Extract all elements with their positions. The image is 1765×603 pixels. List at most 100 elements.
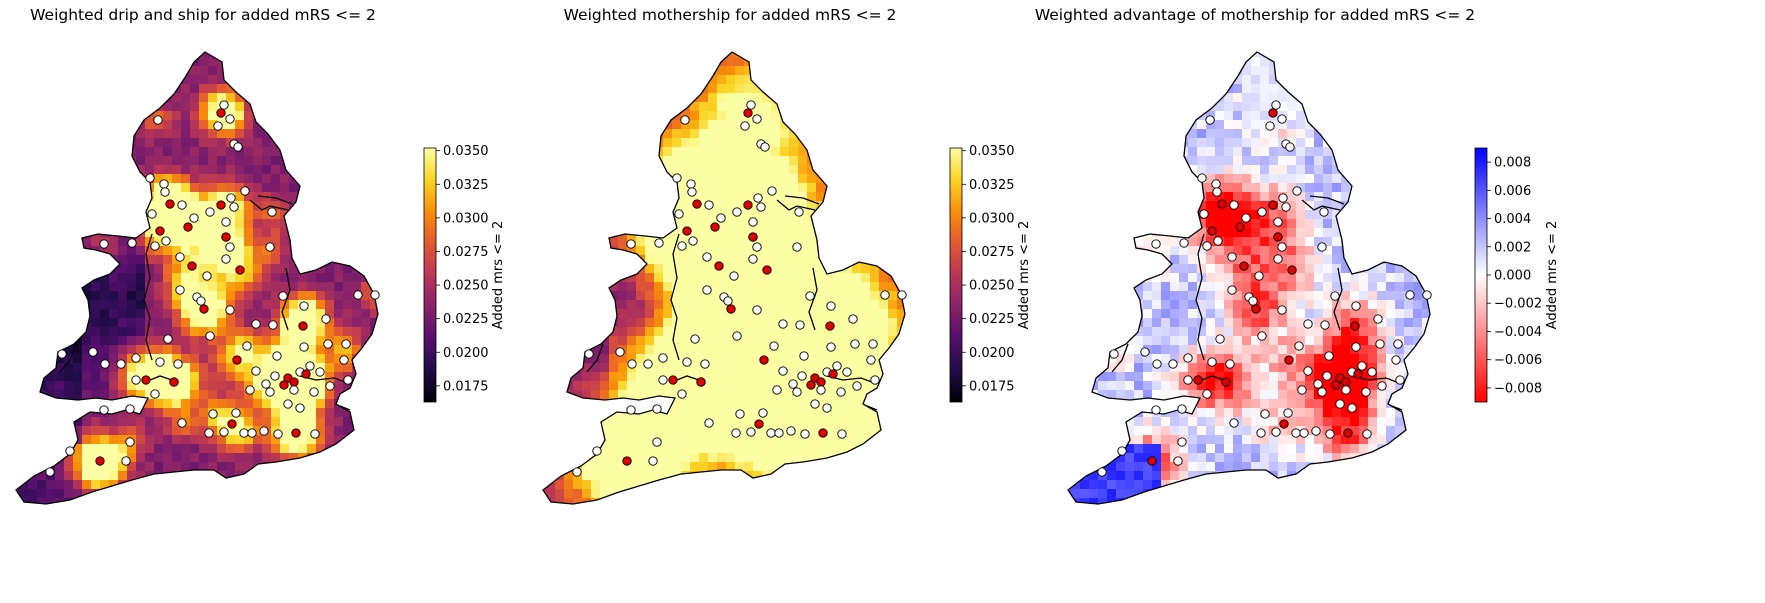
region-cell — [717, 192, 727, 202]
region-cell — [591, 66, 601, 76]
region-cell — [636, 327, 646, 337]
region-cell — [16, 246, 20, 256]
region-cell — [235, 498, 245, 504]
region-cell — [681, 93, 691, 103]
region-cell — [807, 237, 817, 247]
region-cell — [1323, 66, 1333, 76]
region-cell — [172, 462, 182, 472]
region-cell — [645, 210, 655, 220]
region-cell — [816, 273, 826, 283]
stroke-unit-marker — [880, 290, 890, 300]
region-cell — [217, 129, 227, 139]
region-cell — [100, 507, 110, 517]
region-cell — [645, 390, 655, 400]
region-cell — [127, 138, 137, 148]
region-cell — [1080, 75, 1090, 85]
region-cell — [1422, 84, 1430, 94]
region-cell — [573, 111, 583, 121]
region-cell — [852, 507, 862, 517]
region-cell — [307, 471, 317, 481]
region-cell — [1071, 75, 1081, 85]
region-cell — [546, 480, 556, 490]
region-cell — [573, 52, 583, 58]
region-cell — [1431, 111, 1441, 121]
region-cell — [244, 174, 254, 184]
region-cell — [897, 462, 905, 472]
region-cell — [861, 435, 871, 445]
region-cell — [1332, 84, 1342, 94]
region-cell — [154, 129, 164, 139]
region-cell — [717, 156, 727, 166]
stroke-unit-marker — [626, 239, 636, 249]
region-cell — [609, 111, 619, 121]
region-cell — [109, 489, 119, 499]
region-cell — [825, 219, 835, 229]
region-cell — [843, 228, 853, 238]
region-cell — [316, 201, 326, 211]
region-cell — [334, 417, 344, 427]
region-cell — [298, 498, 308, 504]
region-cell — [789, 111, 799, 121]
region-cell — [1170, 66, 1180, 76]
region-cell — [343, 111, 353, 121]
region-cell — [73, 183, 83, 193]
region-cell — [627, 102, 637, 112]
region-cell — [64, 219, 74, 229]
stroke-unit-marker — [65, 446, 75, 456]
region-cell — [870, 363, 880, 373]
region-cell — [352, 435, 362, 445]
region-cell — [609, 120, 619, 130]
region-cell — [681, 498, 691, 504]
region-cell — [100, 291, 110, 301]
region-cell — [1242, 75, 1252, 85]
region-cell — [217, 363, 227, 373]
region-cell — [672, 363, 682, 373]
region-cell — [726, 381, 736, 391]
region-cell — [564, 408, 574, 418]
region-cell — [100, 453, 110, 463]
region-cell — [573, 372, 583, 382]
region-cell — [19, 210, 29, 220]
region-cell — [271, 255, 281, 265]
region-cell — [217, 165, 227, 175]
region-cell — [636, 417, 646, 427]
region-cell — [280, 489, 290, 499]
region-cell — [1179, 66, 1189, 76]
region-cell — [888, 327, 898, 337]
region-cell — [181, 381, 191, 391]
region-cell — [717, 417, 727, 427]
region-cell — [37, 201, 47, 211]
region-cell — [825, 327, 835, 337]
region-cell — [861, 345, 871, 355]
region-cell — [361, 435, 371, 445]
region-cell — [1242, 120, 1252, 130]
region-cell — [334, 192, 344, 202]
region-cell — [555, 336, 565, 346]
region-cell — [118, 426, 128, 436]
region-cell — [636, 84, 646, 94]
region-cell — [316, 219, 326, 229]
region-cell — [744, 147, 754, 157]
region-cell — [852, 264, 862, 274]
region-cell — [780, 435, 790, 445]
stroke-unit-marker — [702, 285, 712, 295]
region-cell — [1260, 66, 1270, 76]
region-cell — [555, 147, 565, 157]
region-cell — [235, 399, 245, 409]
region-cell — [199, 435, 209, 445]
region-cell — [271, 237, 281, 247]
region-cell — [744, 399, 754, 409]
region-cell — [771, 111, 781, 121]
region-cell — [343, 75, 353, 85]
region-cell — [190, 282, 200, 292]
region-cell — [1359, 52, 1369, 58]
region-cell — [190, 147, 200, 157]
region-cell — [906, 48, 916, 58]
region-cell — [145, 345, 155, 355]
region-cell — [753, 318, 763, 328]
region-cell — [753, 52, 763, 58]
region-cell — [1350, 75, 1360, 85]
comprehensive-stroke-centre-marker — [806, 380, 816, 390]
region-cell — [118, 102, 128, 112]
